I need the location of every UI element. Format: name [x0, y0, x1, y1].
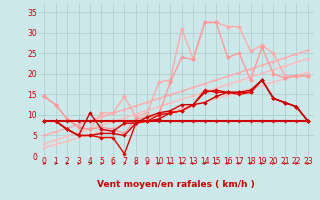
- X-axis label: Vent moyen/en rafales ( km/h ): Vent moyen/en rafales ( km/h ): [97, 180, 255, 189]
